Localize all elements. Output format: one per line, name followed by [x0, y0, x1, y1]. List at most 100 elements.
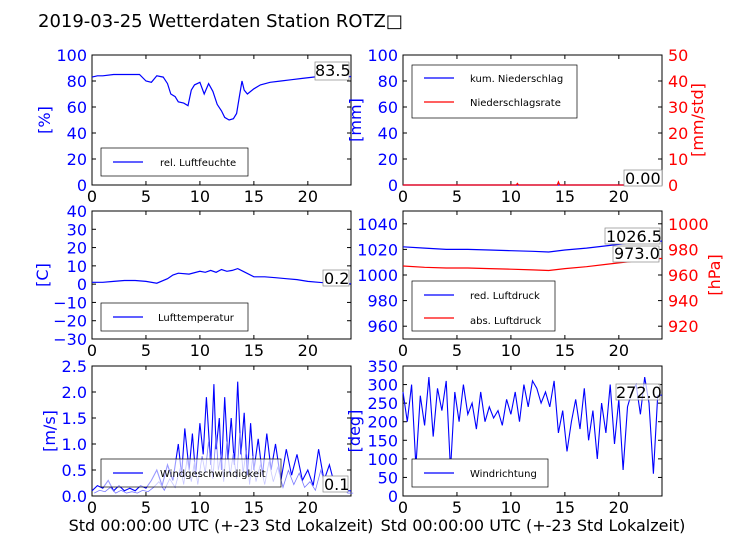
pressure-annotation-1: 1026.5 — [604, 227, 662, 246]
y-tick-label: 0.0 — [62, 487, 87, 506]
humidity-legend-label: rel. Luftfeuchte — [160, 158, 236, 169]
x-tick-label: 5 — [141, 498, 151, 517]
y-tick-label: 40 — [67, 202, 87, 221]
svg-text:272.0: 272.0 — [616, 383, 662, 402]
y-tick-label: 2.5 — [62, 357, 87, 376]
y2-tick-label: 920 — [668, 317, 699, 336]
y-tick-label: 300 — [367, 376, 398, 395]
temperature-plot-frame — [91, 210, 352, 340]
winddir-legend: Windrichtung — [411, 458, 549, 488]
y2-tick-label: 0 — [668, 176, 678, 195]
y-tick-label: 80 — [378, 72, 398, 91]
y-tick-label: 100 — [367, 450, 398, 469]
y-tick-label: 50 — [378, 468, 398, 487]
precipitation-y2label: [mm/std] — [688, 83, 707, 157]
temperature-ylabel: [C] — [33, 263, 52, 287]
y-tick-label: 1040 — [357, 215, 398, 234]
precipitation-rate-line — [403, 180, 662, 186]
x-tick-label: 20 — [298, 341, 318, 360]
y-tick-label: 100 — [367, 46, 398, 65]
y-tick-label: 0 — [388, 176, 398, 195]
x-tick-label: 10 — [501, 498, 521, 517]
winddir-plot-frame — [402, 365, 663, 497]
y-tick-label: 2.0 — [62, 383, 87, 402]
precipitation-legend: kum. Niederschlag Niederschlagsrate — [411, 64, 578, 119]
winddir-annotation: 272.0 — [615, 383, 662, 402]
y-tick-label: 80 — [67, 72, 87, 91]
temperature-line — [92, 267, 352, 285]
windspeed-xlabel: Std 00:00:00 UTC (+-23 Std Lokalzeit) — [69, 516, 374, 535]
y2-tick-label: 50 — [668, 46, 688, 65]
y2-tick-label: 1000 — [668, 215, 709, 234]
svg-text:0.1: 0.1 — [324, 475, 349, 494]
x-tick-label: 20 — [609, 341, 629, 360]
y-tick-label: 1.0 — [62, 435, 87, 454]
y-tick-label: 60 — [67, 98, 87, 117]
x-tick-label: 0 — [398, 187, 408, 206]
x-tick-label: 20 — [298, 498, 318, 517]
y-tick-label: 20 — [67, 150, 87, 169]
x-tick-label: 15 — [555, 187, 575, 206]
y-tick-label: 150 — [367, 431, 398, 450]
y2-tick-label: 30 — [668, 98, 688, 117]
x-tick-label: 15 — [555, 341, 575, 360]
humidity-annotation: 83.5 — [314, 61, 351, 81]
pressure-legend: red. Luftdruck abs. Luftdruck — [411, 280, 556, 332]
x-tick-label: 15 — [244, 187, 264, 206]
pressure-y2label: [hPa] — [705, 254, 724, 295]
humidity-ylabel: [%] — [35, 106, 54, 134]
y-tick-label: 0 — [388, 487, 398, 506]
y-tick-label: 0 — [77, 176, 87, 195]
y-tick-label: 10 — [67, 257, 87, 276]
precipitation-legend-label-1: kum. Niederschlag — [470, 74, 563, 85]
y-tick-label: 1020 — [357, 240, 398, 259]
y-tick-label: 40 — [67, 124, 87, 143]
x-tick-label: 10 — [190, 187, 210, 206]
x-tick-label: 0 — [87, 187, 97, 206]
x-tick-label: 15 — [244, 498, 264, 517]
y-tick-label: 1.5 — [62, 409, 87, 428]
y-tick-label: −10 — [53, 293, 87, 312]
temperature-annotation: 0.2 — [322, 269, 349, 288]
y2-tick-label: 40 — [668, 72, 688, 91]
y2-tick-label: 960 — [668, 266, 699, 285]
y2-tick-label: 10 — [668, 150, 688, 169]
y-tick-label: 20 — [67, 239, 87, 258]
x-tick-label: 5 — [452, 187, 462, 206]
y-tick-label: 0 — [77, 275, 87, 294]
windspeed-panel: 0 5 10 15 20 0.0 0.5 1.0 1.5 2.0 2.5 [m/s] Windges… — [40, 357, 373, 535]
y-tick-label: 20 — [378, 150, 398, 169]
y-tick-label: 250 — [367, 394, 398, 413]
svg-text:0.2: 0.2 — [324, 269, 349, 288]
pressure-legend-label-1: red. Luftdruck — [470, 291, 540, 302]
humidity-line — [91, 73, 352, 121]
windspeed-annotation: 0.1 — [322, 475, 349, 494]
svg-text:83.5: 83.5 — [315, 61, 351, 80]
windspeed-legend: Windgeschwindigkeit — [100, 458, 282, 488]
svg-text:1026.5: 1026.5 — [606, 227, 662, 246]
y-tick-label: 980 — [367, 292, 398, 311]
x-tick-label: 5 — [141, 341, 151, 360]
x-tick-label: 20 — [609, 187, 629, 206]
figure-title: 2019-03-25 Wetterdaten Station ROTZ□ — [38, 11, 403, 32]
y2-tick-label: 980 — [668, 240, 699, 259]
y-tick-label: 1000 — [357, 266, 398, 285]
y-tick-label: 40 — [378, 124, 398, 143]
svg-text:0.00: 0.00 — [625, 169, 661, 188]
winddir-ylabel: [deg] — [345, 410, 364, 453]
x-tick-label: 10 — [190, 341, 210, 360]
y2-tick-label: 940 — [668, 292, 699, 311]
x-tick-label: 5 — [141, 187, 151, 206]
y-tick-label: 960 — [367, 317, 398, 336]
pressure-annotation-2: 973.0 — [612, 244, 660, 263]
windspeed-plot-frame — [91, 365, 352, 497]
y-tick-label: 350 — [367, 357, 398, 376]
winddir-xlabel: Std 00:00:00 UTC (+-23 Std Lokalzeit) — [381, 516, 686, 535]
x-tick-label: 0 — [87, 341, 97, 360]
windspeed-ylabel: [m/s] — [40, 410, 59, 452]
precipitation-ylabel: [mm] — [346, 98, 365, 142]
